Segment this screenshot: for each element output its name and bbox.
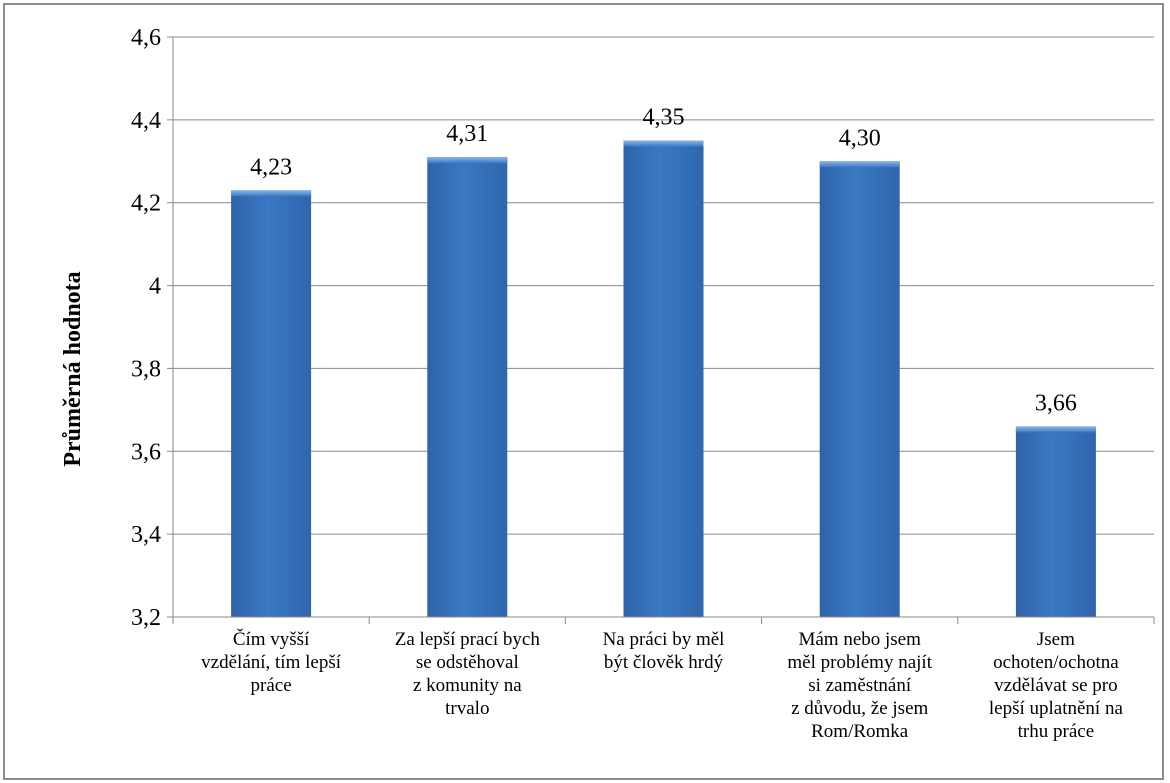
x-tick-label: Mám nebo jsem měl problémy najít si zaměst… (787, 629, 932, 742)
bar (1015, 426, 1096, 617)
y-tick-label: 3,8 (131, 356, 161, 382)
bars: 4,23 4,31 4,35 4,30 3,66 (231, 105, 1096, 618)
y-axis: 3,2 3,4 3,6 3,8 4 4,2 4,4 4,6 (131, 25, 174, 631)
x-axis: Čím vyšší vzdělání, tím lepší práce Za lepš… (172, 616, 1155, 742)
y-tick-label: 3,4 (131, 522, 161, 548)
data-label: 3,66 (1035, 390, 1077, 416)
y-tick-label: 4 (149, 274, 161, 300)
bar (231, 190, 312, 618)
y-tick-label: 3,6 (131, 439, 161, 465)
bar-highlight (1015, 426, 1096, 433)
y-tick-label: 3,2 (131, 605, 161, 631)
y-tick-label: 4,6 (131, 25, 161, 51)
y-tick-label: 4,4 (131, 108, 161, 134)
data-label: 4,35 (643, 105, 685, 131)
data-label: 4,23 (250, 154, 292, 180)
bar (819, 161, 900, 618)
x-tick-label: Na práci by měl být člověk hrdý (603, 629, 725, 673)
y-axis-title: Průměrná hodnota (60, 271, 86, 466)
x-tick-label: Čím vyšší vzdělání, tím lepší práce (201, 628, 342, 696)
chart-frame (3, 3, 1164, 780)
x-tick-label: Jsem ochoten/ochotna vzdělávat se pro lepší… (989, 629, 1124, 742)
bar (623, 140, 704, 618)
data-label: 4,31 (446, 121, 488, 147)
bar-highlight (231, 190, 312, 197)
bar-highlight (819, 161, 900, 168)
bar-highlight (427, 157, 508, 164)
x-tick-label: Za lepší prací bych se odstěhoval z komuni… (395, 629, 541, 719)
bar (427, 157, 508, 617)
bar-highlight (623, 140, 704, 147)
data-label: 4,30 (839, 125, 881, 151)
y-tick-label: 4,2 (131, 191, 161, 217)
